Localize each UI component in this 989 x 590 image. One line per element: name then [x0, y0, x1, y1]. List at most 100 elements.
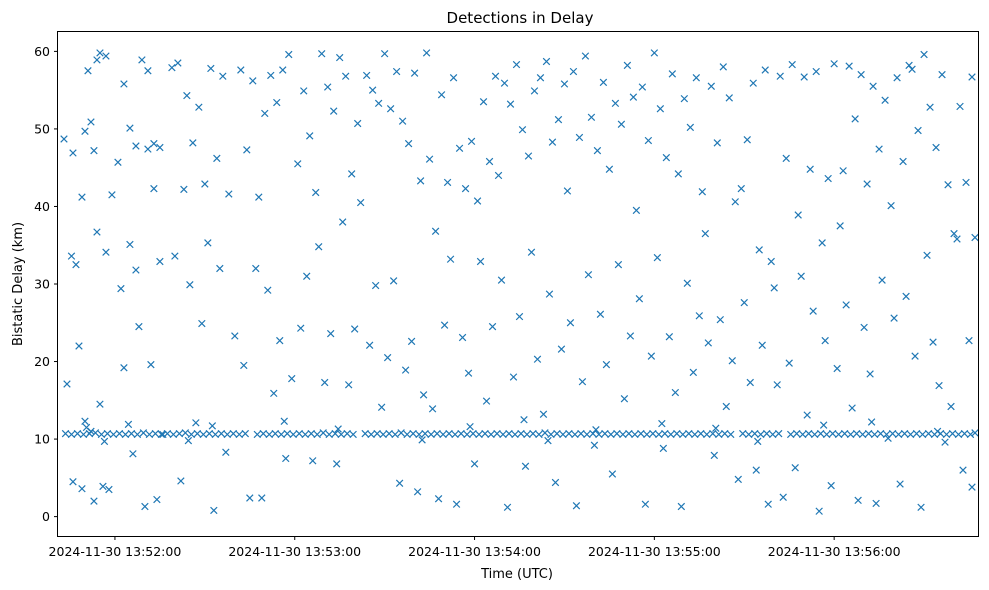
data-point	[822, 430, 831, 439]
data-point	[816, 429, 825, 438]
data-point	[866, 370, 874, 378]
data-point	[608, 470, 617, 478]
data-point	[566, 319, 575, 327]
data-point	[716, 315, 725, 324]
data-point	[476, 257, 485, 266]
data-point	[237, 66, 245, 74]
data-point	[667, 430, 675, 439]
data-point	[183, 91, 191, 100]
data-point	[722, 402, 730, 411]
data-point	[210, 506, 218, 515]
data-point	[319, 429, 327, 437]
data-point	[413, 488, 422, 496]
data-point	[114, 158, 122, 166]
data-point	[374, 99, 383, 108]
data-point	[533, 355, 542, 363]
data-point	[673, 429, 681, 438]
data-point	[647, 352, 656, 360]
data-point	[559, 430, 567, 439]
data-point	[547, 430, 555, 439]
data-point	[186, 281, 194, 289]
data-point	[774, 429, 783, 438]
data-point	[100, 437, 109, 446]
data-point	[421, 429, 429, 438]
data-point	[60, 135, 68, 143]
data-point	[623, 61, 632, 70]
data-point	[852, 429, 861, 438]
data-point	[443, 178, 452, 187]
data-point	[362, 71, 371, 80]
data-point	[685, 429, 693, 438]
data-point	[689, 368, 698, 377]
data-point	[671, 388, 680, 397]
data-point	[102, 52, 110, 60]
data-point	[440, 321, 449, 329]
data-point	[258, 494, 266, 502]
data-point	[899, 157, 907, 166]
data-point	[761, 66, 769, 74]
data-point	[948, 429, 957, 438]
data-point	[530, 87, 539, 95]
data-point	[61, 429, 70, 438]
data-point	[259, 429, 268, 438]
data-point	[830, 60, 838, 68]
data-point	[79, 430, 88, 439]
data-point	[731, 198, 739, 206]
data-point	[854, 496, 862, 505]
data-point	[156, 257, 164, 266]
data-point	[749, 79, 757, 87]
data-point	[593, 146, 602, 155]
data-point	[512, 60, 521, 69]
data-point	[81, 417, 89, 425]
data-point	[163, 429, 172, 438]
data-point	[858, 430, 867, 439]
data-point	[739, 429, 747, 438]
data-point	[231, 332, 239, 340]
data-point	[900, 429, 909, 438]
data-point	[433, 429, 441, 438]
data-point	[680, 94, 689, 103]
data-point	[578, 377, 587, 386]
data-point	[893, 74, 901, 82]
data-point	[326, 329, 335, 338]
data-point	[208, 422, 217, 430]
data-point	[617, 120, 626, 128]
data-point	[398, 117, 407, 125]
data-point	[81, 127, 89, 135]
data-point	[860, 323, 868, 332]
data-point	[713, 139, 722, 147]
data-point	[289, 430, 297, 439]
data-point	[827, 481, 835, 490]
data-point	[87, 118, 95, 126]
data-point	[548, 138, 557, 146]
data-point	[851, 115, 859, 123]
data-point	[314, 243, 323, 251]
data-point	[902, 292, 910, 301]
y-tick-label: 0	[42, 509, 50, 524]
data-point	[151, 429, 160, 438]
data-point	[177, 477, 185, 485]
data-point	[655, 430, 663, 439]
data-point	[117, 284, 125, 293]
data-point	[752, 466, 760, 474]
data-point	[264, 286, 272, 294]
data-point	[102, 248, 110, 256]
data-point	[890, 314, 898, 322]
data-point	[243, 146, 251, 154]
data-point	[499, 430, 507, 439]
data-point	[954, 430, 963, 439]
data-point	[727, 430, 735, 439]
data-point	[96, 400, 104, 408]
data-point	[409, 429, 417, 438]
data-point	[311, 188, 320, 197]
data-point	[222, 448, 230, 456]
data-point	[846, 430, 855, 439]
data-point	[467, 137, 476, 146]
data-point	[201, 180, 209, 188]
data-point	[911, 352, 919, 360]
data-point	[497, 276, 506, 284]
data-point	[649, 429, 657, 438]
data-point	[839, 167, 847, 175]
data-point	[511, 430, 519, 439]
